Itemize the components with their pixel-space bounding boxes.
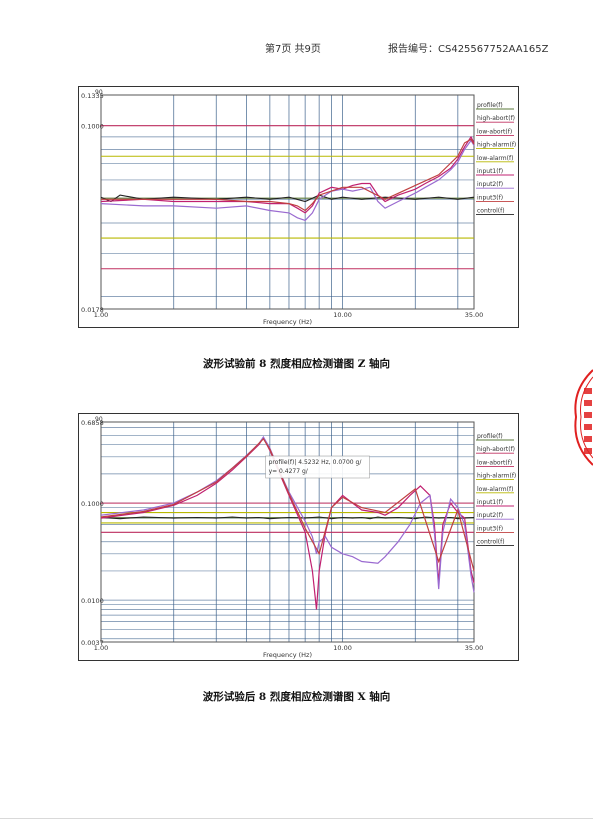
report-number: 报告编号：CS425567752AA165Z bbox=[388, 44, 549, 55]
seal-glyph bbox=[584, 412, 592, 418]
legend-label: low-alarm(f) bbox=[477, 486, 513, 493]
inspection-seal-icon bbox=[574, 369, 593, 466]
legend-label: input3(f) bbox=[477, 194, 503, 201]
cursor-annotation-box bbox=[265, 455, 370, 479]
chart-1-svg: 0.1335 0.1000 0.0178 90 1.00 10.00 35.00 Freque… bbox=[81, 89, 516, 326]
legend-label: high-alarm(f) bbox=[477, 473, 516, 480]
y-tick-label: 0.0037 bbox=[81, 639, 104, 647]
y-tick-label: 0.0178 bbox=[81, 306, 104, 314]
x-tick-label: 10.00 bbox=[333, 311, 352, 319]
y-tick-label: 0.1000 bbox=[81, 500, 104, 508]
legend-label: low-abort(f) bbox=[477, 459, 512, 466]
x-axis-label: Frequency (Hz) bbox=[263, 651, 312, 659]
legend-label: profile(f) bbox=[477, 433, 503, 440]
legend-label: profile(f) bbox=[477, 102, 503, 109]
chart-2-caption: 波形试验后 8 烈度相应检测谱图 X 轴向 bbox=[202, 691, 391, 703]
legend-label: input2(f) bbox=[477, 181, 503, 188]
legend-label: input1(f) bbox=[477, 168, 503, 175]
seal-inner-ring bbox=[580, 376, 593, 459]
x-tick-label: 1.00 bbox=[94, 644, 108, 652]
legend-label: high-alarm(f) bbox=[477, 142, 516, 149]
page-bottom-divider bbox=[0, 818, 593, 819]
legend-label: low-abort(f) bbox=[477, 128, 512, 135]
legend-label: high-abort(f) bbox=[477, 446, 515, 453]
y-tick-label: 0.1335 bbox=[81, 92, 104, 100]
series-input3 bbox=[101, 138, 475, 212]
seal-glyph bbox=[584, 388, 592, 394]
seal-glyph bbox=[584, 400, 592, 406]
legend-label: control(f) bbox=[477, 539, 505, 546]
corner-label: 90 bbox=[95, 89, 103, 96]
series-control bbox=[100, 516, 475, 520]
chart-2-svg: 0.6858 0.1000 0.0100 0.0037 90 1.00 10.00 35.00… bbox=[81, 416, 516, 659]
plot-area bbox=[100, 94, 475, 310]
seal-glyph bbox=[584, 448, 592, 454]
legend-label: input2(f) bbox=[477, 512, 503, 519]
series-input2 bbox=[100, 139, 475, 222]
y-tick-label: 0.1000 bbox=[81, 123, 104, 131]
x-axis-label: Frequency (Hz) bbox=[263, 318, 312, 326]
legend-label: input1(f) bbox=[477, 499, 503, 506]
x-tick-label: 35.00 bbox=[465, 311, 484, 319]
x-tick-label: 35.00 bbox=[465, 644, 484, 652]
page-number: 第7页 共9页 bbox=[265, 44, 321, 55]
cursor-annotation-text: y= 0.4277 g/ bbox=[269, 468, 309, 475]
x-tick-label: 10.00 bbox=[333, 644, 352, 652]
chart-1: 0.1335 0.1000 0.0178 90 1.00 10.00 35.00 Freque… bbox=[78, 86, 519, 328]
seal-glyph bbox=[584, 436, 592, 442]
chart-2: 0.6858 0.1000 0.0100 0.0037 90 1.00 10.00 35.00… bbox=[78, 413, 519, 661]
chart-1-caption: 波形试验前 8 烈度相应检测谱图 Z 轴向 bbox=[202, 358, 391, 370]
legend-label: high-abort(f) bbox=[477, 115, 515, 122]
y-tick-label: 0.6858 bbox=[81, 419, 104, 427]
series-input3 bbox=[100, 437, 475, 572]
corner-label: 90 bbox=[95, 416, 103, 423]
seal-ring bbox=[574, 369, 593, 466]
series-input1 bbox=[100, 135, 475, 214]
seal-glyph bbox=[584, 424, 592, 430]
legend-label: low-alarm(f) bbox=[477, 155, 513, 162]
legend-label: input3(f) bbox=[477, 525, 503, 532]
cursor-annotation-text: profile(f)| 4.5232 Hz, 0.0700 g/ bbox=[269, 459, 363, 466]
y-tick-label: 0.0100 bbox=[81, 597, 104, 605]
x-tick-label: 1.00 bbox=[94, 311, 108, 319]
legend-label: control(f) bbox=[477, 208, 505, 215]
